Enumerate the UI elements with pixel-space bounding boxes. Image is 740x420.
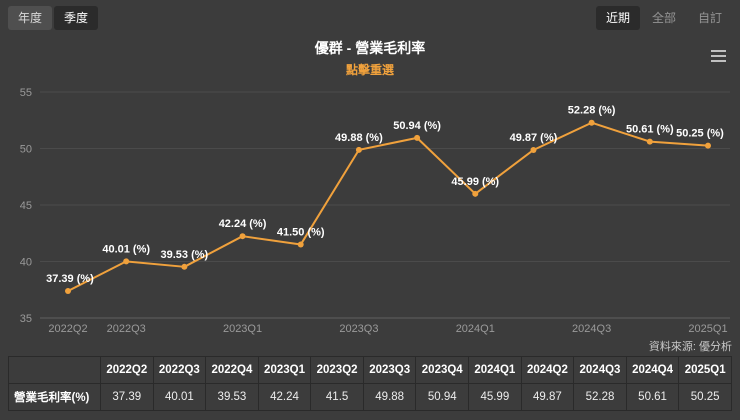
table-corner-cell xyxy=(8,356,101,384)
menu-bar xyxy=(710,50,726,52)
table-value-cell: 41.5 xyxy=(310,383,364,411)
data-point[interactable] xyxy=(414,134,421,141)
data-point-label: 41.50 (%) xyxy=(277,227,325,239)
y-tick-label: 40 xyxy=(20,257,32,269)
table-value-cell: 52.28 xyxy=(573,383,627,411)
series-line xyxy=(67,121,709,292)
data-point-label: 40.01 (%) xyxy=(102,243,150,255)
table-col-header: 2022Q4 xyxy=(205,356,259,384)
data-point-label: 37.39 (%) xyxy=(46,273,94,285)
table-col-header: 2022Q3 xyxy=(152,356,207,384)
table-value-cell: 45.99 xyxy=(468,383,522,411)
table-col-header: 2024Q4 xyxy=(625,356,680,384)
chart-subtitle[interactable]: 點擊重選 xyxy=(345,63,394,77)
data-point[interactable] xyxy=(181,263,188,270)
x-tick-label: 2023Q3 xyxy=(339,323,378,335)
table-header-row: 2022Q2 2022Q3 2022Q4 2023Q1 2023Q2 2023Q3 2023… xyxy=(8,356,732,384)
table-col-header: 2025Q1 xyxy=(678,356,732,384)
yearly-button[interactable]: 年度 xyxy=(8,6,53,30)
x-tick-label: 2025Q1 xyxy=(688,323,727,335)
data-point[interactable] xyxy=(705,142,711,149)
line-chart: 35 40 45 50 55 2022Q2 2022Q3 2023Q1 2023Q3 2024Q1… xyxy=(20,87,730,335)
quarterly-button[interactable]: 季度 xyxy=(54,6,99,30)
table-value-cell: 50.25 xyxy=(678,383,732,411)
data-point[interactable] xyxy=(239,233,246,240)
table-value-cell: 49.87 xyxy=(520,383,575,411)
data-point[interactable] xyxy=(588,119,595,126)
y-tick-label: 45 xyxy=(20,200,32,212)
x-tick-label: 2022Q2 xyxy=(48,323,87,335)
data-point[interactable] xyxy=(472,190,479,197)
table-row: 營業毛利率(%) 37.39 40.01 39.53 42.24 41.5 49.88 50.… xyxy=(8,383,732,411)
data-point-label: 42.24 (%) xyxy=(219,218,267,230)
menu-bar xyxy=(710,55,726,57)
y-tick-label: 35 xyxy=(20,313,32,325)
data-point-label: 45.99 (%) xyxy=(451,176,499,188)
data-point-label: 50.25 (%) xyxy=(676,128,724,140)
table-col-header: 2023Q3 xyxy=(362,356,417,384)
x-tick-label: 2023Q1 xyxy=(223,323,262,335)
table-col-header: 2024Q3 xyxy=(573,356,627,384)
x-tick-label: 2022Q3 xyxy=(107,323,146,335)
data-point[interactable] xyxy=(355,146,362,153)
range-all-button[interactable]: 全部 xyxy=(642,6,686,30)
data-point[interactable] xyxy=(123,258,130,265)
data-point-label: 49.88 (%) xyxy=(335,132,383,144)
table-col-header: 2023Q4 xyxy=(415,356,470,384)
table-value-cell: 50.61 xyxy=(625,383,680,411)
data-point[interactable] xyxy=(297,241,304,248)
menu-bar xyxy=(710,60,726,62)
data-point-label: 49.87 (%) xyxy=(510,132,558,144)
values-table: 2022Q2 2022Q3 2022Q4 2023Q1 2023Q2 2023Q3 2023… xyxy=(8,356,732,411)
y-tick-label: 55 xyxy=(20,87,32,99)
period-toggle-group: 年度 季度 xyxy=(8,6,99,30)
data-point-label: 52.28 (%) xyxy=(568,105,616,117)
data-point[interactable] xyxy=(530,146,537,153)
range-toggle-group: 近期 全部 自訂 xyxy=(595,6,732,30)
table-value-cell: 39.53 xyxy=(205,383,259,411)
data-point[interactable] xyxy=(65,287,71,294)
table-col-header: 2024Q1 xyxy=(468,356,522,384)
table-row-header: 營業毛利率(%) xyxy=(8,383,101,411)
table-value-cell: 50.94 xyxy=(415,383,470,411)
table-value-cell: 49.88 xyxy=(362,383,417,411)
y-tick-label: 50 xyxy=(20,144,32,156)
x-tick-label: 2024Q1 xyxy=(456,323,495,335)
table-col-header: 2024Q2 xyxy=(520,356,575,384)
chart-title: 優群 - 營業毛利率 xyxy=(314,40,426,56)
table-col-header: 2023Q1 xyxy=(257,356,312,384)
table-col-header: 2022Q2 xyxy=(100,356,154,384)
data-source-note: 資料來源: 優分析 xyxy=(648,341,732,353)
data-point-label: 50.94 (%) xyxy=(393,120,441,132)
table-col-header: 2023Q2 xyxy=(310,356,364,384)
table-value-cell: 40.01 xyxy=(152,383,207,411)
table-value-cell: 37.39 xyxy=(100,383,154,411)
hamburger-menu-icon[interactable] xyxy=(706,46,730,66)
data-point-label: 50.61 (%) xyxy=(626,124,674,136)
data-point-label: 39.53 (%) xyxy=(161,249,209,261)
range-recent-button[interactable]: 近期 xyxy=(595,6,640,30)
table-value-cell: 42.24 xyxy=(257,383,312,411)
data-point[interactable] xyxy=(646,138,653,145)
range-custom-button[interactable]: 自訂 xyxy=(688,6,732,30)
x-tick-label: 2024Q3 xyxy=(572,323,611,335)
